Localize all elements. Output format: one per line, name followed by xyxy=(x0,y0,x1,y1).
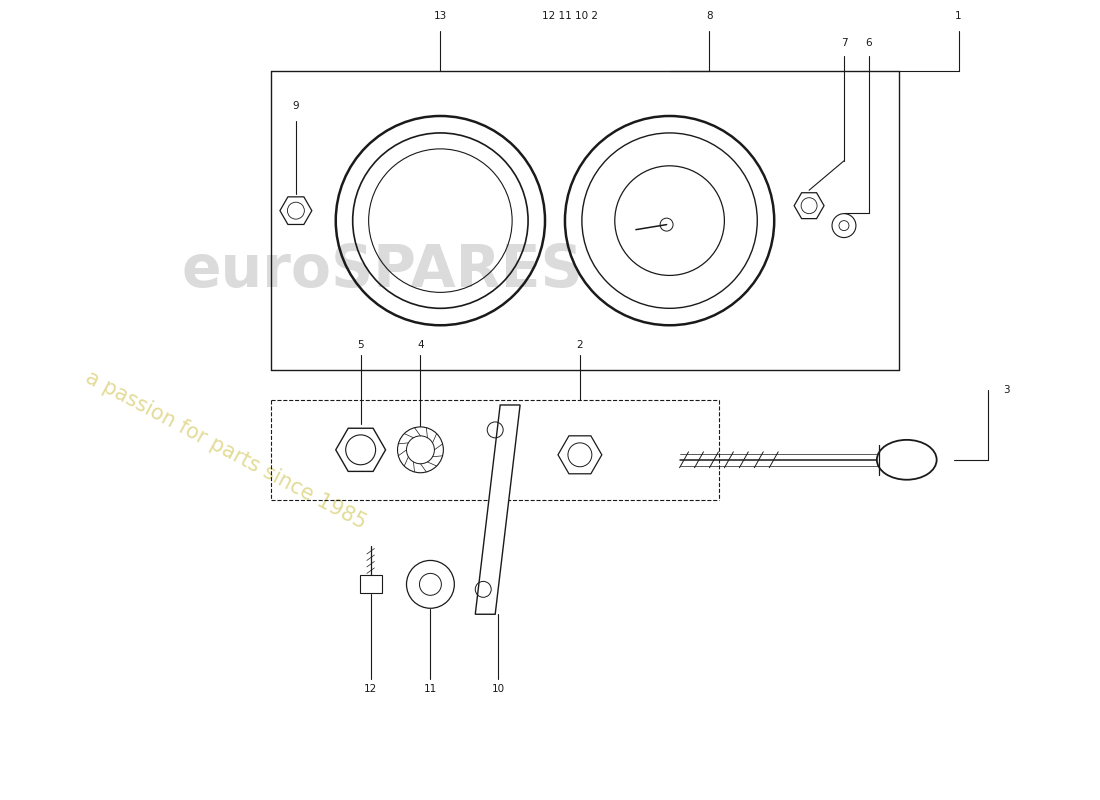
Ellipse shape xyxy=(877,440,937,480)
Text: 3: 3 xyxy=(1003,385,1010,395)
Text: 11: 11 xyxy=(424,684,437,694)
Text: 8: 8 xyxy=(706,11,713,22)
Bar xyxy=(360,575,382,594)
Text: 10: 10 xyxy=(492,684,505,694)
Text: 12: 12 xyxy=(364,684,377,694)
Text: 12 11 10 2: 12 11 10 2 xyxy=(542,11,598,22)
Text: 7: 7 xyxy=(840,38,847,48)
Text: 5: 5 xyxy=(358,340,364,350)
Text: 13: 13 xyxy=(433,11,447,22)
Text: 2: 2 xyxy=(576,340,583,350)
Text: a passion for parts since 1985: a passion for parts since 1985 xyxy=(81,367,370,533)
Text: 6: 6 xyxy=(866,38,872,48)
Text: 9: 9 xyxy=(293,101,299,111)
Polygon shape xyxy=(475,405,520,614)
Text: euroSPARES: euroSPARES xyxy=(182,242,583,299)
Text: 1: 1 xyxy=(955,11,961,22)
Text: 4: 4 xyxy=(417,340,424,350)
